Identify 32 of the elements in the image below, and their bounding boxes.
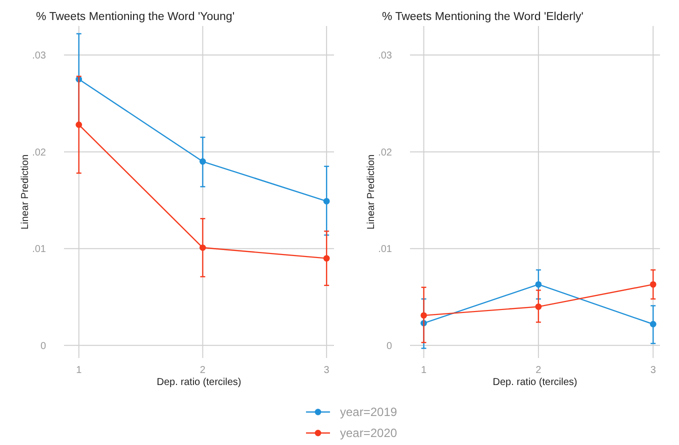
point: [420, 312, 427, 319]
x-tick-label: 2: [536, 365, 542, 376]
y-axis-title: Linear Prediction: [366, 154, 377, 230]
y-tick-label: .02: [378, 147, 392, 158]
point: [200, 158, 206, 165]
x-axis-title: Dep. ratio (terciles): [492, 377, 578, 388]
x-tick-label: 3: [324, 365, 330, 376]
x-axis-title: Dep. ratio (terciles): [156, 377, 242, 388]
point: [535, 281, 542, 288]
x-tick-label: 1: [76, 365, 82, 376]
chart-title: % Tweets Mentioning the Word 'Young': [36, 11, 235, 23]
y-tick-label: .01: [378, 244, 392, 256]
y-axis-title: Linear Prediction: [20, 154, 31, 230]
point: [200, 244, 206, 251]
x-tick-label: 1: [420, 365, 427, 376]
point: [535, 304, 542, 310]
legend-label: year=2020: [340, 426, 398, 440]
y-tick-label: 0: [40, 340, 46, 352]
y-tick-label: .02: [32, 147, 46, 158]
point: [323, 198, 330, 204]
point: [323, 255, 330, 262]
point: [76, 122, 82, 128]
x-tick-label: 3: [650, 365, 656, 376]
chart-title: % Tweets Mentioning the Word 'Elderly': [382, 11, 584, 23]
x-tick-label: 2: [200, 365, 206, 376]
legend-label: year=2019: [340, 405, 398, 420]
y-tick-label: .03: [32, 50, 46, 62]
point: [650, 320, 656, 328]
y-tick-label: .01: [32, 244, 46, 256]
y-tick-label: 0: [386, 340, 392, 352]
point: [650, 281, 656, 288]
y-tick-label: .03: [378, 50, 392, 62]
